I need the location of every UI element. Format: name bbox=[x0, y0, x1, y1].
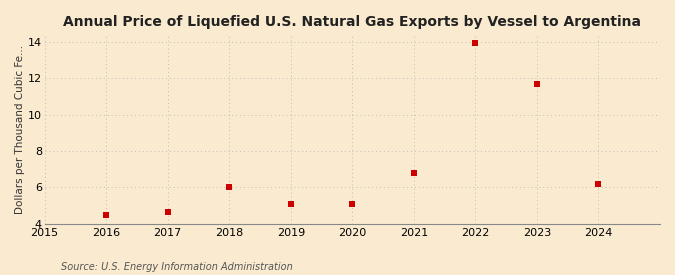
Point bbox=[163, 210, 173, 214]
Point bbox=[224, 185, 235, 189]
Text: Source: U.S. Energy Information Administration: Source: U.S. Energy Information Administ… bbox=[61, 262, 292, 272]
Point bbox=[593, 182, 604, 186]
Y-axis label: Dollars per Thousand Cubic Fe...: Dollars per Thousand Cubic Fe... bbox=[15, 45, 25, 214]
Point bbox=[101, 213, 111, 217]
Point bbox=[408, 170, 419, 175]
Title: Annual Price of Liquefied U.S. Natural Gas Exports by Vessel to Argentina: Annual Price of Liquefied U.S. Natural G… bbox=[63, 15, 641, 29]
Point bbox=[531, 82, 542, 87]
Point bbox=[470, 41, 481, 46]
Point bbox=[286, 202, 296, 206]
Point bbox=[347, 202, 358, 206]
